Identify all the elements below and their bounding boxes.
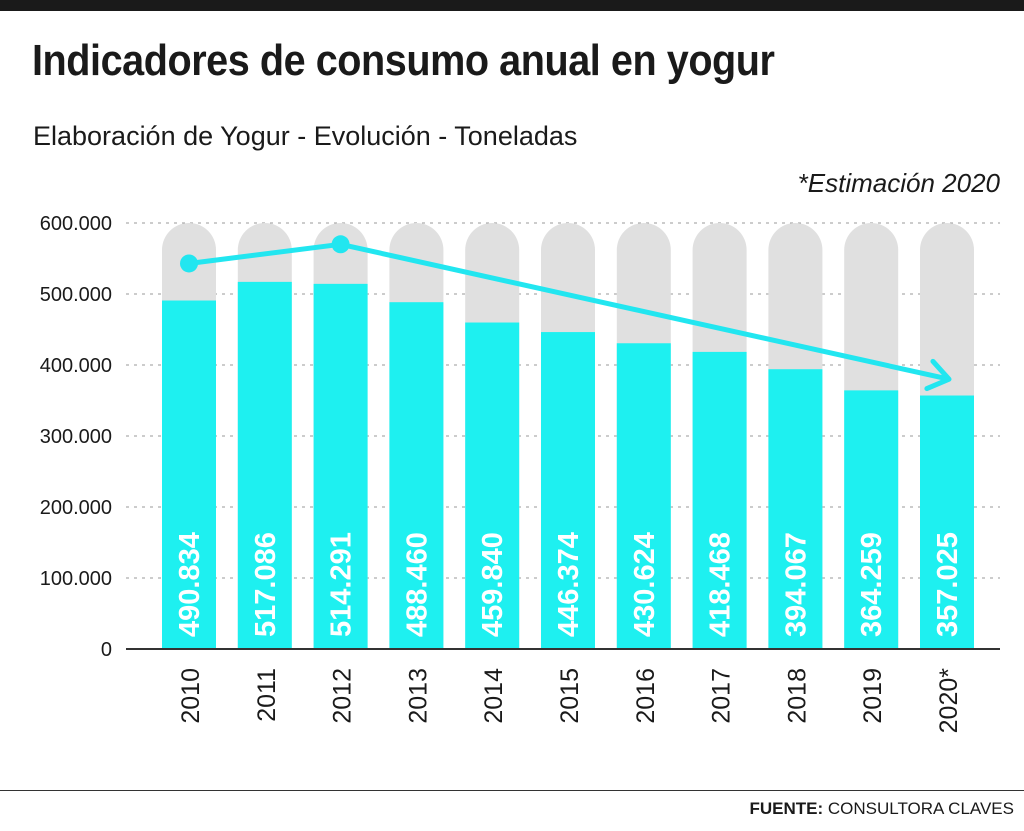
chart-subtitle: Elaboración de Yogur - Evolución - Tonel… bbox=[33, 121, 578, 151]
top-bar bbox=[0, 0, 1024, 11]
bar-value-label: 490.834 bbox=[174, 532, 206, 637]
bar bbox=[768, 369, 823, 649]
bar-value-label: 517.086 bbox=[250, 532, 282, 637]
bar bbox=[465, 322, 520, 649]
x-tick-label: 2016 bbox=[632, 668, 660, 724]
y-tick-label: 0 bbox=[101, 639, 112, 661]
bar bbox=[541, 332, 595, 649]
bar-value-label: 514.291 bbox=[326, 532, 358, 637]
x-tick-label: 2020* bbox=[935, 668, 963, 734]
bar bbox=[313, 283, 368, 649]
bar bbox=[237, 281, 292, 649]
estimation-note: *Estimación 2020 bbox=[797, 168, 1000, 198]
bar bbox=[616, 343, 671, 649]
x-tick-label: 2011 bbox=[253, 668, 281, 722]
x-tick-label: 2014 bbox=[480, 668, 508, 724]
bottom-rule bbox=[0, 790, 1024, 791]
y-tick-label: 400.000 bbox=[40, 355, 112, 377]
x-tick-label: 2015 bbox=[556, 668, 584, 724]
bar-value-label: 488.460 bbox=[401, 532, 433, 637]
x-tick-label: 2013 bbox=[404, 668, 432, 724]
x-tick-label: 2010 bbox=[177, 668, 205, 724]
source-credit: FUENTE: CONSULTORA CLAVES bbox=[749, 799, 1014, 819]
source-label: FUENTE: bbox=[749, 799, 824, 818]
chart-title: Indicadores de consumo anual en yogur bbox=[32, 36, 775, 85]
bar-value-label: 459.840 bbox=[477, 532, 509, 637]
x-tick-label: 2012 bbox=[329, 668, 357, 724]
bar-value-label: 394.067 bbox=[780, 532, 812, 637]
bar bbox=[844, 390, 899, 649]
trend-arrowhead bbox=[924, 358, 952, 392]
source-value: CONSULTORA CLAVES bbox=[827, 799, 1014, 818]
trend-start-dot bbox=[180, 254, 198, 273]
bar-value-label: 357.025 bbox=[932, 532, 964, 637]
bar bbox=[162, 300, 216, 649]
bar-value-label: 364.259 bbox=[856, 532, 888, 637]
bar-value-label: 430.624 bbox=[629, 532, 661, 637]
y-tick-label: 200.000 bbox=[40, 497, 112, 519]
bar-chart: 0 100.000 200.000 300.000 400.000 500.000 600.… bbox=[40, 213, 1000, 734]
y-tick-label: 300.000 bbox=[40, 426, 112, 448]
bar-value-label: 418.468 bbox=[705, 532, 737, 637]
bar bbox=[692, 351, 747, 649]
x-tick-label: 2019 bbox=[859, 668, 887, 724]
bar-value-label: 446.374 bbox=[553, 532, 585, 637]
y-tick-label: 500.000 bbox=[40, 284, 112, 306]
y-tick-label: 600.000 bbox=[40, 213, 112, 235]
trend-peak-dot bbox=[331, 235, 350, 254]
bar bbox=[920, 395, 974, 649]
y-tick-label: 100.000 bbox=[40, 568, 112, 590]
x-tick-label: 2018 bbox=[783, 668, 811, 724]
bar bbox=[389, 302, 444, 649]
x-tick-label: 2017 bbox=[708, 668, 736, 724]
